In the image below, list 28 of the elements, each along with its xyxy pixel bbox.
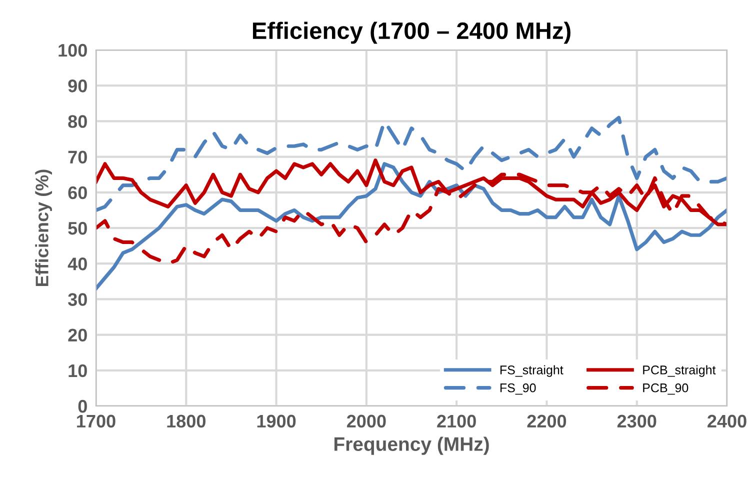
y-tick-label: 80 [68,115,87,128]
legend-label: FS_straight [500,365,564,377]
line-series [96,116,727,212]
legend-label: FS_90 [500,383,536,395]
chart-title: Efficiency (1700 – 2400 MHz) [252,22,570,44]
y-tick-label: 10 [68,364,87,378]
y-tick-label: 90 [68,80,87,92]
x-tick-label: 2200 [527,414,566,428]
x-axis-title: Frequency (MHz) [334,436,489,455]
line-series [96,162,727,290]
x-tick-label: 1700 [77,414,116,428]
y-tick-label: 30 [68,293,87,306]
x-tick-label: 2300 [617,414,656,428]
y-tick-label: 40 [68,258,87,270]
x-tick-label: 2100 [437,414,476,428]
y-tick-label: 100 [58,44,87,57]
x-tick-label: 1800 [167,414,206,428]
y-axis-title: Efficiency (%) [35,170,52,286]
x-tick-label: 1900 [257,414,296,428]
x-tick-label: 2400 [708,414,746,428]
y-tick-label: 70 [68,150,87,164]
y-tick-label: 0 [78,400,87,413]
y-tick-label: 60 [68,186,87,200]
legend-label: PCB_straight [643,365,716,377]
legend-label: PCB_90 [643,383,688,395]
y-tick-label: 20 [68,328,87,342]
x-tick-label: 2000 [346,414,386,428]
y-tick-label: 50 [68,222,87,235]
